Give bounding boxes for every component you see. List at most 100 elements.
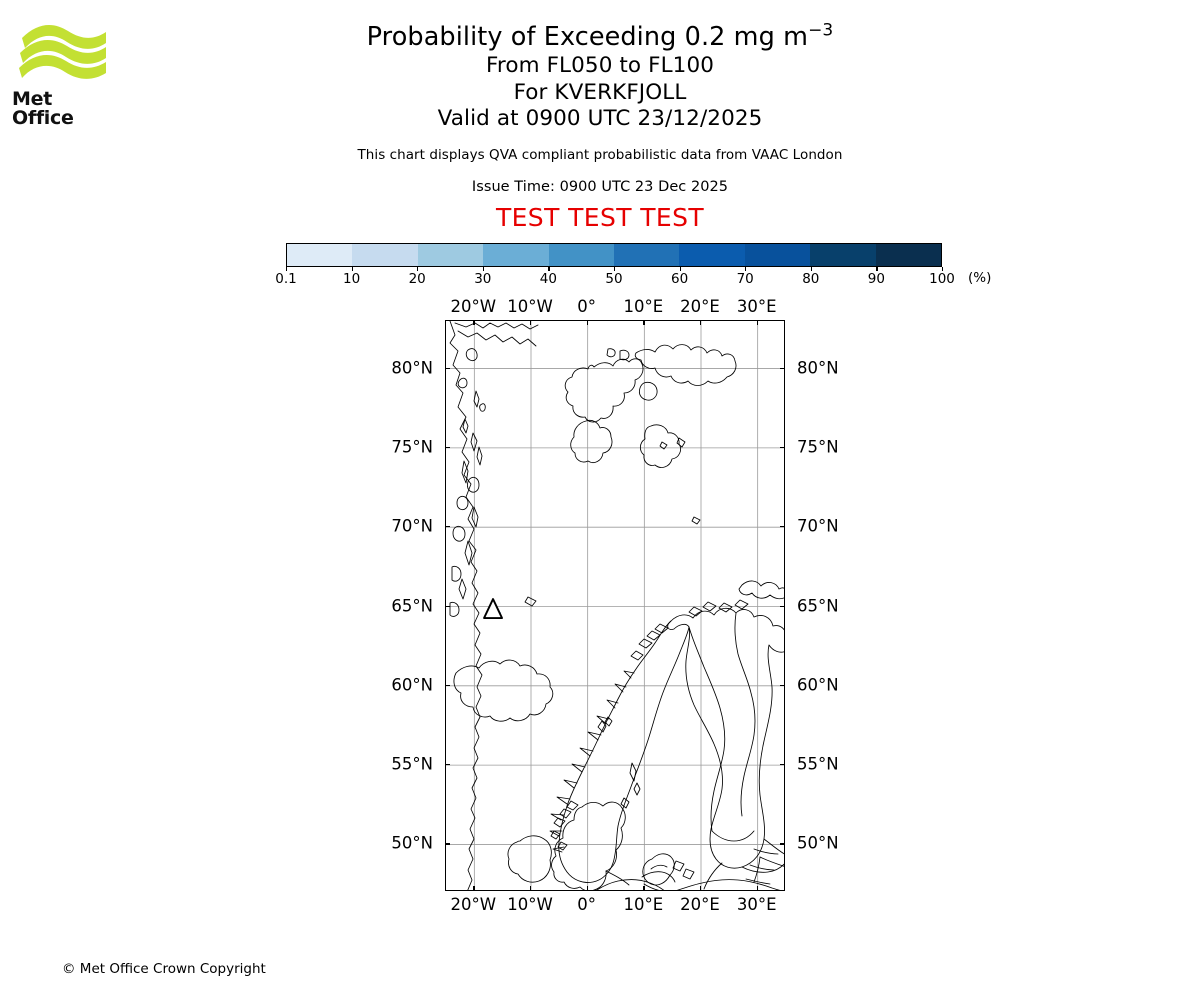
lon-label-top-20°E: 20°E xyxy=(680,297,720,316)
lat-label-right-55°N: 55°N xyxy=(797,754,839,774)
lat-label-left-60°N: 60°N xyxy=(391,675,433,695)
colorbar-band-7 xyxy=(744,244,811,266)
lat-label-right-80°N: 80°N xyxy=(797,358,839,378)
page-title-exponent: −3 xyxy=(808,20,834,41)
lon-label-bottom-30°E: 30°E xyxy=(736,895,777,914)
lat-label-right-60°N: 60°N xyxy=(797,675,839,695)
lat-label-right-70°N: 70°N xyxy=(797,516,839,536)
lon-label-top-10°W: 10°W xyxy=(507,297,553,316)
map-panel[interactable]: 20°W 20°W 10°W 10°W 0° 0° 10°E 10°E 20°E 20°E 30°E… xyxy=(391,297,838,914)
lon-label-top-30°E: 30°E xyxy=(736,297,777,316)
colorbar-units: (%) xyxy=(968,270,992,286)
colorbar-tick-mark-7 xyxy=(745,267,747,271)
map-gridlines xyxy=(446,321,784,890)
map-frame[interactable] xyxy=(445,320,785,891)
colorbar-tick-label-50: 50 xyxy=(605,271,623,287)
lon-tick-bottom-30 xyxy=(756,886,758,891)
lat-label-right-75°N: 75°N xyxy=(797,437,839,457)
colorbar-band-2 xyxy=(417,244,484,266)
colorbar-bands xyxy=(286,243,942,267)
lon-label-top-0°: 0° xyxy=(577,297,597,316)
met-office-logo: Met Office xyxy=(12,20,110,128)
page-title-text: Probability of Exceeding 0.2 mg m xyxy=(366,22,809,52)
colorbar-tick-label-40: 40 xyxy=(539,271,557,287)
colorbar: 0.1 10 20 30 40 50 60 70 80 90 100 xyxy=(275,243,955,287)
lat-tick-right-55 xyxy=(780,764,785,766)
lon-label-top-10°E: 10°E xyxy=(623,297,664,316)
lat-tick-left-55 xyxy=(445,764,450,766)
test-banner: TEST TEST TEST xyxy=(495,202,705,232)
colorbar-tick-mark-10 xyxy=(942,267,944,271)
lat-tick-right-50 xyxy=(780,843,785,845)
lon-tick-bottom-10 xyxy=(643,886,645,891)
colorbar-tick-mark-8 xyxy=(810,267,812,271)
lon-label-top-20°W: 20°W xyxy=(450,297,497,316)
logo-wordmark: Met Office xyxy=(12,88,74,129)
lon-tick-top--20 xyxy=(473,320,475,325)
lat-tick-left-70 xyxy=(445,526,450,528)
volcano-triangle-icon xyxy=(483,598,503,620)
lat-tick-left-65 xyxy=(445,605,450,607)
colorbar-band-1 xyxy=(352,244,418,266)
colorbar-tick-mark-9 xyxy=(876,267,878,271)
colorbar-band-0 xyxy=(287,244,353,266)
lat-label-left-50°N: 50°N xyxy=(391,833,433,853)
map-coastlines xyxy=(449,321,784,890)
map-canvas xyxy=(446,321,784,890)
colorbar-tick-mark-3 xyxy=(482,267,484,271)
lon-tick-top-10 xyxy=(643,320,645,325)
lat-label-left-65°N: 65°N xyxy=(391,596,433,615)
lon-label-bottom-20°W: 20°W xyxy=(450,895,497,914)
lon-label-bottom-20°E: 20°E xyxy=(680,895,720,914)
lon-tick-bottom-20 xyxy=(700,886,702,891)
lat-tick-right-60 xyxy=(780,684,785,686)
colorbar-tick-label-60: 60 xyxy=(671,271,689,287)
colorbar-tick-mark-4 xyxy=(548,267,550,271)
lat-label-left-75°N: 75°N xyxy=(391,437,433,457)
lat-tick-right-75 xyxy=(780,446,785,449)
valid-time: Valid at 0900 UTC 23/12/2025 xyxy=(437,106,763,131)
lat-tick-left-75 xyxy=(445,446,450,449)
lon-tick-top-20 xyxy=(700,320,702,325)
copyright-notice: © Met Office Crown Copyright xyxy=(62,961,266,977)
met-office-wave-mark xyxy=(19,24,106,79)
colorbar-tick-label-30: 30 xyxy=(474,271,492,287)
colorbar-band-3 xyxy=(483,244,549,266)
lat-label-left-70°N: 70°N xyxy=(391,516,433,536)
colorbar-tick-label-70: 70 xyxy=(736,271,754,287)
title-block: Probability of Exceeding 0.2 mg m−3 From… xyxy=(0,22,1200,232)
lat-tick-right-80 xyxy=(780,367,785,369)
lon-tick-top-30 xyxy=(756,320,758,325)
colorbar-ticks: 0.1 10 20 30 40 50 60 70 80 90 100 xyxy=(275,267,955,287)
colorbar-band-5 xyxy=(614,244,680,266)
lon-tick-bottom-0 xyxy=(586,886,588,891)
colorbar-band-8 xyxy=(810,244,876,266)
lon-tick-top--10 xyxy=(530,320,532,325)
lat-tick-left-60 xyxy=(445,684,450,686)
page-title: Probability of Exceeding 0.2 mg m−3 xyxy=(0,22,1200,53)
colorbar-tick-mark-6 xyxy=(679,267,681,271)
lat-label-right-65°N: 65°N xyxy=(797,596,839,615)
flight-level-range: From FL050 to FL100 xyxy=(485,53,715,78)
lat-tick-left-80 xyxy=(445,367,450,369)
colorbar-band-4 xyxy=(548,244,615,266)
colorbar-tick-mark-2 xyxy=(417,267,419,271)
volcano-name: For KVERKFJOLL xyxy=(513,79,687,105)
colorbar-tick-label-100: 100 xyxy=(929,271,955,287)
colorbar-band-9 xyxy=(875,244,942,266)
colorbar-tick-mark-0 xyxy=(286,267,288,271)
colorbar-tick-label-20: 20 xyxy=(408,271,426,287)
colorbar-tick-mark-1 xyxy=(351,267,353,271)
lon-tick-bottom--20 xyxy=(473,886,475,891)
lon-label-bottom-0°: 0° xyxy=(577,895,597,914)
issue-time: Issue Time: 0900 UTC 23 Dec 2025 xyxy=(471,178,729,195)
lat-label-left-80°N: 80°N xyxy=(391,358,433,378)
lon-label-bottom-10°E: 10°E xyxy=(623,895,664,914)
lat-tick-right-65 xyxy=(780,605,785,607)
colorbar-band-6 xyxy=(679,244,745,266)
lon-tick-top-0 xyxy=(586,320,588,325)
colorbar-tick-label-90: 90 xyxy=(867,271,885,287)
lon-tick-bottom--10 xyxy=(530,886,532,891)
lat-tick-right-70 xyxy=(780,526,785,528)
volcano-marker xyxy=(483,598,503,620)
